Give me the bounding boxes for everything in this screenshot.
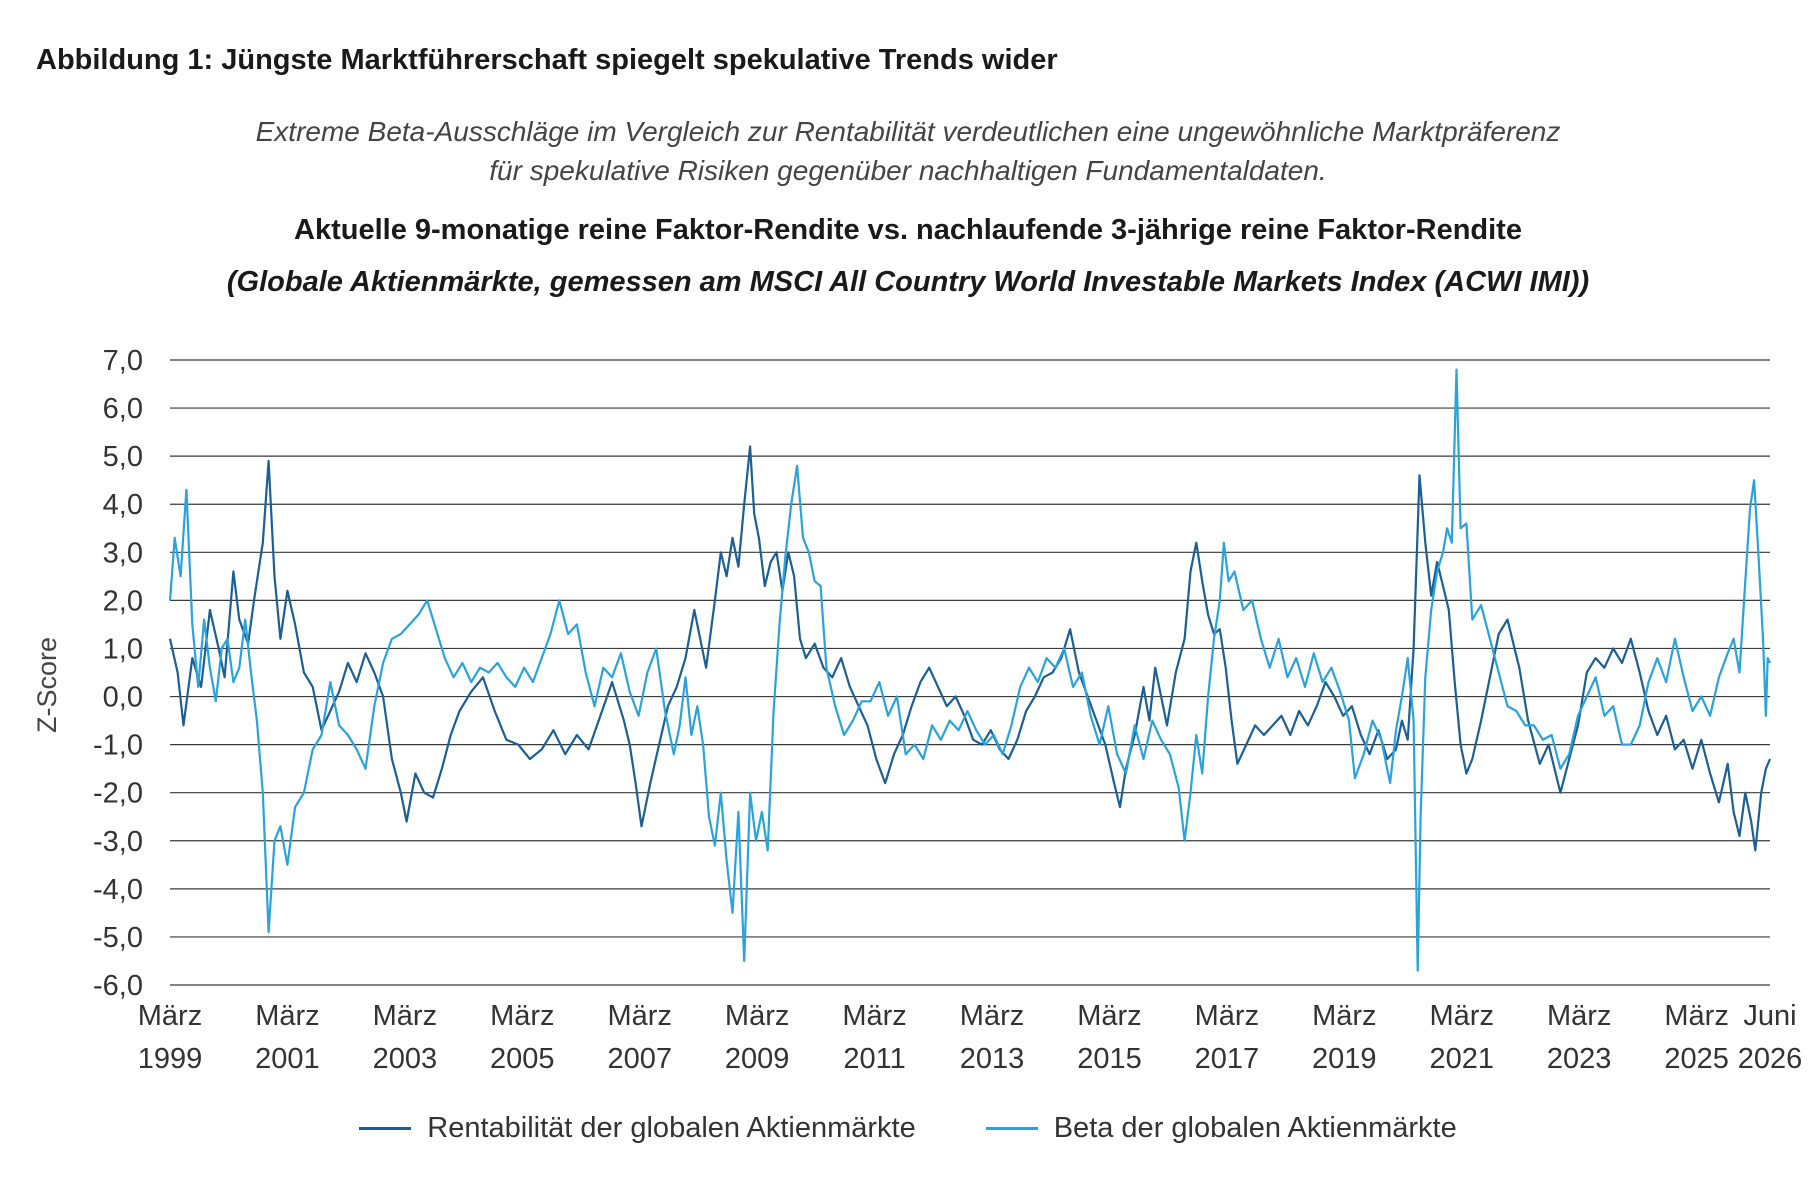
y-tick-label: -6,0 — [93, 970, 143, 1002]
x-tick-label-month: März — [373, 1000, 437, 1032]
x-tick-label-month: März — [138, 1000, 202, 1032]
y-tick-label: -3,0 — [93, 826, 143, 858]
gridlines — [170, 359, 1770, 986]
chart-title-line-2: (Globale Aktienmärkte, gemessen am MSCI … — [226, 266, 1590, 298]
figure-title: Abbildung 1: Jüngste Marktführerschaft s… — [36, 44, 1058, 76]
x-tick-label-year: 2021 — [1429, 1043, 1494, 1075]
legend-label-rentabilitaet: Rentabilität der globalen Aktienmärkte — [427, 1112, 916, 1144]
x-tick-label-month: März — [1430, 1000, 1494, 1032]
x-tick-label-year: 2025 — [1664, 1043, 1729, 1075]
x-axis-ticks: März 1999 März 2001 März 2003 März 2005 März 2007… — [138, 1000, 1803, 1075]
x-tick-label-month: März — [1077, 1000, 1141, 1032]
x-tick-label-month: März — [607, 1000, 671, 1032]
x-tick-label-year: 2015 — [1077, 1043, 1142, 1075]
x-tick-label-month: Juni — [1743, 1000, 1796, 1032]
x-tick-label-month: März — [1195, 1000, 1259, 1032]
x-tick-label-month: März — [1664, 1000, 1728, 1032]
y-tick-label: -2,0 — [93, 778, 143, 810]
x-tick-label-year: 2026 — [1738, 1043, 1803, 1075]
x-tick-label-month: März — [960, 1000, 1024, 1032]
series-lines — [168, 368, 1772, 972]
x-tick-label-year: 2003 — [373, 1043, 438, 1075]
x-tick-label-month: März — [1547, 1000, 1611, 1032]
x-tick-label-year: 2019 — [1312, 1043, 1377, 1075]
y-axis-label: Z-Score — [32, 637, 62, 733]
y-tick-label: 6,0 — [103, 393, 143, 425]
x-tick-label-year: 1999 — [138, 1043, 203, 1075]
x-tick-label-year: 2005 — [490, 1043, 555, 1075]
series-line-beta — [168, 368, 1771, 972]
x-tick-label-year: 2001 — [255, 1043, 320, 1075]
y-tick-label: -1,0 — [93, 730, 143, 762]
x-tick-label-month: März — [842, 1000, 906, 1032]
x-tick-label-year: 2017 — [1195, 1043, 1260, 1075]
y-tick-label: 0,0 — [103, 682, 143, 714]
x-tick-label-month: März — [255, 1000, 319, 1032]
x-tick-label-year: 2009 — [725, 1043, 790, 1075]
y-tick-label: 4,0 — [103, 489, 143, 521]
line-chart: 7,0 6,0 5,0 4,0 3,0 2,0 1,0 0,0 -1,0 -2,0 -3,0 -4,0… — [32, 345, 1803, 1075]
x-tick-label-month: März — [1312, 1000, 1376, 1032]
y-axis-ticks: 7,0 6,0 5,0 4,0 3,0 2,0 1,0 0,0 -1,0 -2,0 -3,0 -4,0… — [93, 345, 143, 1002]
y-tick-label: 3,0 — [103, 537, 143, 569]
y-tick-label: 5,0 — [103, 441, 143, 473]
x-tick-label-year: 2013 — [960, 1043, 1025, 1075]
legend-item-beta: Beta der globalen Aktienmärkte — [985, 1112, 1457, 1145]
subtitle-line-1: Extreme Beta-Ausschläge im Vergleich zur… — [255, 116, 1561, 147]
x-tick-label-month: März — [725, 1000, 789, 1032]
subtitle-line-2: für spekulative Risiken gegenüber nachha… — [489, 155, 1327, 186]
legend: Rentabilität der globalen Aktienmärkte B… — [0, 1112, 1816, 1145]
x-tick-label-month: März — [490, 1000, 554, 1032]
x-tick-label-year: 2023 — [1547, 1043, 1612, 1075]
y-tick-label: -4,0 — [93, 874, 143, 906]
legend-swatch-rentabilitaet — [359, 1127, 412, 1130]
x-tick-label-year: 2011 — [843, 1043, 905, 1075]
x-tick-label-year: 2007 — [607, 1043, 672, 1075]
y-tick-label: 1,0 — [103, 633, 143, 665]
y-tick-label: -5,0 — [93, 922, 143, 954]
y-tick-label: 2,0 — [103, 585, 143, 617]
legend-item-rentabilitaet: Rentabilität der globalen Aktienmärkte — [359, 1112, 916, 1145]
legend-label-beta: Beta der globalen Aktienmärkte — [1053, 1112, 1457, 1144]
legend-swatch-beta — [985, 1127, 1038, 1130]
y-tick-label: 7,0 — [103, 345, 143, 377]
chart-title-line-1: Aktuelle 9-monatige reine Faktor-Rendite… — [294, 214, 1522, 246]
